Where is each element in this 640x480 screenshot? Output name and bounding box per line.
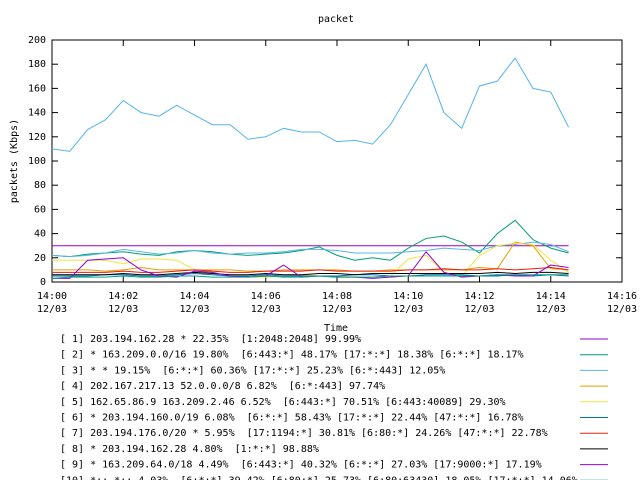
y-tick-label: 40 xyxy=(34,229,46,240)
legend-label: [ 2] * 163.209.0.0/16 19.80% [6:443:*] 4… xyxy=(60,350,524,361)
legend-label: [ 6] * 203.194.160.0/19 6.08% [6:*:*] 58… xyxy=(60,413,524,424)
legend-label: [ 5] 162.65.86.9 163.209.2.46 6.52% [6:4… xyxy=(60,397,506,408)
x-tick-label: 14:08 12/03 xyxy=(321,291,353,315)
x-tick-label: 14:04 12/03 xyxy=(179,291,210,315)
x-tick-label: 14:02 12/03 xyxy=(108,291,139,315)
y-tick-label: 80 xyxy=(34,180,46,191)
y-axis-label: packets (Kbps) xyxy=(9,119,20,203)
y-tick-label: 100 xyxy=(28,156,46,167)
series-line xyxy=(52,242,569,278)
series-line xyxy=(51,219,569,261)
legend-label: [ 3] * * 19.15% [6:*:*] 60.36% [17:*:*] … xyxy=(60,365,445,376)
series-line xyxy=(52,271,569,276)
series-line xyxy=(52,266,569,273)
y-tick-label: 140 xyxy=(28,108,46,119)
x-axis-label: Time xyxy=(324,323,348,334)
y-tick-label: 60 xyxy=(34,204,46,215)
y-tick-label: 160 xyxy=(28,83,46,94)
series-line xyxy=(52,241,569,272)
x-tick-label: 14:14 12/03 xyxy=(535,291,566,315)
series-line xyxy=(51,241,569,258)
legend-label: [ 8] * 203.194.162.28 4.80% [1:*:*] 98.8… xyxy=(60,444,319,455)
x-tick-label: 14:10 12/03 xyxy=(393,291,424,315)
x-tick-label: 14:00 12/03 xyxy=(36,291,68,315)
legend-label: [ 9] * 163.209.64.0/18 4.49% [6:443:*] 4… xyxy=(60,460,542,471)
y-tick-label: 120 xyxy=(28,132,46,143)
chart-title: packet xyxy=(318,14,354,25)
x-tick-label: 14:16 12/03 xyxy=(606,291,638,315)
legend-label: [10] *:: *:: 4.03% [6:*:*] 39.42% [6:80:… xyxy=(60,475,578,480)
legend-label: [ 7] 203.194.176.0/20 * 5.95% [17:1194:*… xyxy=(60,428,548,439)
y-tick-label: 200 xyxy=(28,35,46,46)
x-tick-label: 14:06 12/03 xyxy=(250,291,281,315)
y-tick-label: 0 xyxy=(40,277,46,288)
y-tick-label: 180 xyxy=(28,59,46,70)
x-tick-label: 14:12 12/03 xyxy=(464,291,495,315)
series-line xyxy=(51,274,569,279)
legend-label: [ 4] 202.167.217.13 52.0.0.0/8 6.82% [6:… xyxy=(60,381,385,392)
series-line xyxy=(51,57,570,152)
legend-label: [ 1] 203.194.162.28 * 22.35% [1:2048:204… xyxy=(60,334,361,345)
y-tick-label: 20 xyxy=(34,253,46,264)
